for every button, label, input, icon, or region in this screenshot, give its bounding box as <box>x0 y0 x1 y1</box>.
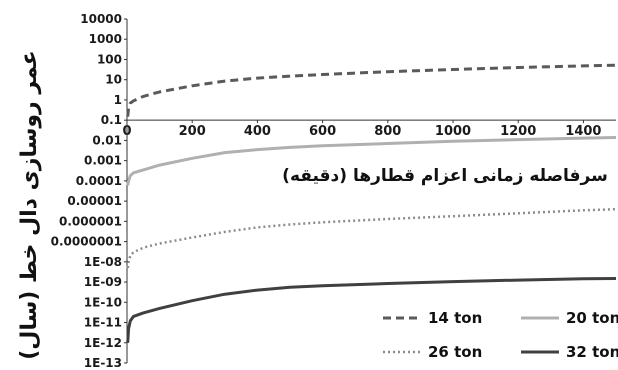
x-tick-label: 1400 <box>565 124 601 139</box>
y-tick-label: 100 <box>97 52 122 66</box>
y-tick-label: 1E-10 <box>84 295 122 309</box>
x-tick-label: 600 <box>309 124 336 139</box>
y-tick-label: 1 <box>114 93 122 107</box>
y-tick-label: 1000 <box>89 32 122 46</box>
x-tick-label: 800 <box>374 124 401 139</box>
y-tick-labels: 10000 1000 100 10 1 0.1 0.01 0.001 0.0001 0.00001… <box>51 12 127 370</box>
series-line-26-ton <box>126 207 617 269</box>
y-tick-label: 0.001 <box>84 154 122 168</box>
series-line-32-ton <box>126 277 617 343</box>
legend-label: 32 ton <box>566 343 618 361</box>
y-tick-label: 1E-09 <box>84 275 122 289</box>
y-tick-label: 10 <box>105 73 122 87</box>
y-tick-label: 0.000001 <box>59 214 122 228</box>
series-line-20-ton <box>126 136 617 186</box>
series-line-14-ton <box>126 63 617 117</box>
y-tick-label: 1E-13 <box>84 356 122 370</box>
y-tick-label: 10000 <box>80 12 122 26</box>
x-tick-label: 1200 <box>500 124 536 139</box>
y-tick-label: 0.1 <box>101 113 122 127</box>
y-tick-label: 0.00001 <box>67 194 122 208</box>
legend: 14 ton 20 ton 26 ton 32 ton <box>383 309 618 361</box>
x-tick-label: 200 <box>179 124 206 139</box>
legend-label: 14 ton <box>428 309 482 327</box>
x-axis-title: سرفاصله زمانی اعزام قطارها (دقیقه) <box>282 166 608 186</box>
legend-label: 26 ton <box>428 343 482 361</box>
y-axis-title: عمر روسازی دال خط (سال) <box>17 50 42 360</box>
y-tick-label: 0.01 <box>92 133 122 147</box>
y-tick-label: 1E-11 <box>84 316 122 330</box>
x-tick-labels: 0 200 400 600 800 1000 1200 1400 <box>122 120 601 139</box>
legend-label: 20 ton <box>566 309 618 327</box>
x-tick-label: 400 <box>244 124 271 139</box>
y-tick-label: 0.0000001 <box>51 235 122 249</box>
y-tick-label: 0.0001 <box>76 174 122 188</box>
x-tick-label: 1000 <box>435 124 471 139</box>
y-tick-label: 1E-12 <box>84 336 122 350</box>
series-lines <box>126 63 617 343</box>
y-tick-label: 1E-08 <box>84 255 122 269</box>
